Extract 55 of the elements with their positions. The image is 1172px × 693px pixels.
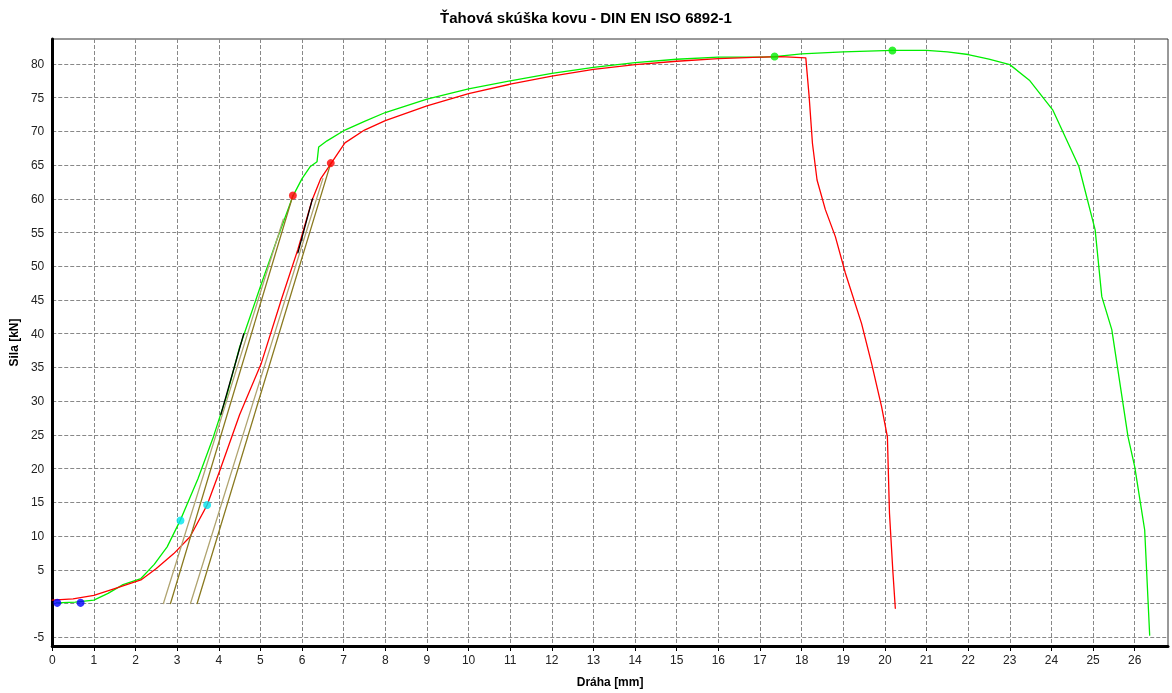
y-tick-label: 35 bbox=[30, 360, 45, 375]
point bbox=[203, 501, 212, 510]
y-tick-label: 60 bbox=[30, 191, 45, 206]
point bbox=[326, 159, 335, 168]
x-tick-label: 8 bbox=[381, 653, 389, 667]
x-axis-title: Dráha [mm] bbox=[576, 675, 644, 689]
point bbox=[176, 516, 185, 525]
x-tick-label: 13 bbox=[586, 653, 601, 667]
y-tick-label: 20 bbox=[30, 461, 45, 476]
y-tick-label: 10 bbox=[30, 529, 45, 544]
x-tick-label: 24 bbox=[1044, 653, 1059, 667]
x-tick-label: 1 bbox=[90, 653, 98, 667]
y-tick-label: 65 bbox=[30, 158, 45, 173]
x-tick-label: 11 bbox=[503, 653, 517, 667]
point bbox=[76, 598, 85, 607]
x-tick-label: 4 bbox=[215, 653, 223, 667]
x-tick-label: 18 bbox=[794, 653, 809, 667]
x-tick-label: 26 bbox=[1128, 653, 1142, 667]
chart-title: Ťahová skúška kovu - DIN EN ISO 6892-1 bbox=[440, 9, 732, 26]
point bbox=[770, 52, 779, 61]
y-tick-label: 55 bbox=[30, 225, 45, 240]
x-tick-label: 14 bbox=[628, 653, 643, 667]
point bbox=[288, 191, 297, 200]
y-tick-label: 15 bbox=[30, 495, 45, 510]
x-tick-label: 23 bbox=[1003, 653, 1017, 667]
x-tick-label: 3 bbox=[173, 653, 181, 667]
y-tick-label: 30 bbox=[30, 394, 45, 409]
x-tick-label: 10 bbox=[461, 653, 476, 667]
y-tick-label: 45 bbox=[30, 293, 45, 308]
x-tick-label: 12 bbox=[545, 653, 559, 667]
x-tick-label: 6 bbox=[298, 653, 306, 667]
x-tick-label: 17 bbox=[753, 653, 767, 667]
y-tick-label: -5 bbox=[33, 630, 45, 645]
x-tick-label: 16 bbox=[711, 653, 726, 667]
point bbox=[53, 598, 62, 607]
x-tick-label: 0 bbox=[48, 653, 56, 667]
x-tick-label: 7 bbox=[340, 653, 348, 667]
x-tick-label: 2 bbox=[132, 653, 140, 667]
x-tick-label: 15 bbox=[670, 653, 684, 667]
y-tick-label: 50 bbox=[30, 259, 45, 274]
y-tick-label: 75 bbox=[30, 90, 45, 105]
y-tick-label: 70 bbox=[30, 124, 45, 139]
y-tick-label: 40 bbox=[30, 326, 45, 341]
x-tick-label: 9 bbox=[423, 653, 431, 667]
point bbox=[888, 46, 897, 55]
x-tick-label: 21 bbox=[919, 653, 934, 667]
y-axis-title: Sila [kN] bbox=[7, 318, 21, 367]
y-tick-label: 25 bbox=[30, 427, 45, 442]
x-tick-label: 25 bbox=[1086, 653, 1101, 667]
x-tick-label: 19 bbox=[836, 653, 851, 667]
x-tick-label: 22 bbox=[961, 653, 976, 667]
y-tick-label: 80 bbox=[30, 56, 45, 71]
y-tick-label: 5 bbox=[37, 562, 45, 577]
x-tick-label: 5 bbox=[257, 653, 265, 667]
x-tick-label: 20 bbox=[878, 653, 892, 667]
